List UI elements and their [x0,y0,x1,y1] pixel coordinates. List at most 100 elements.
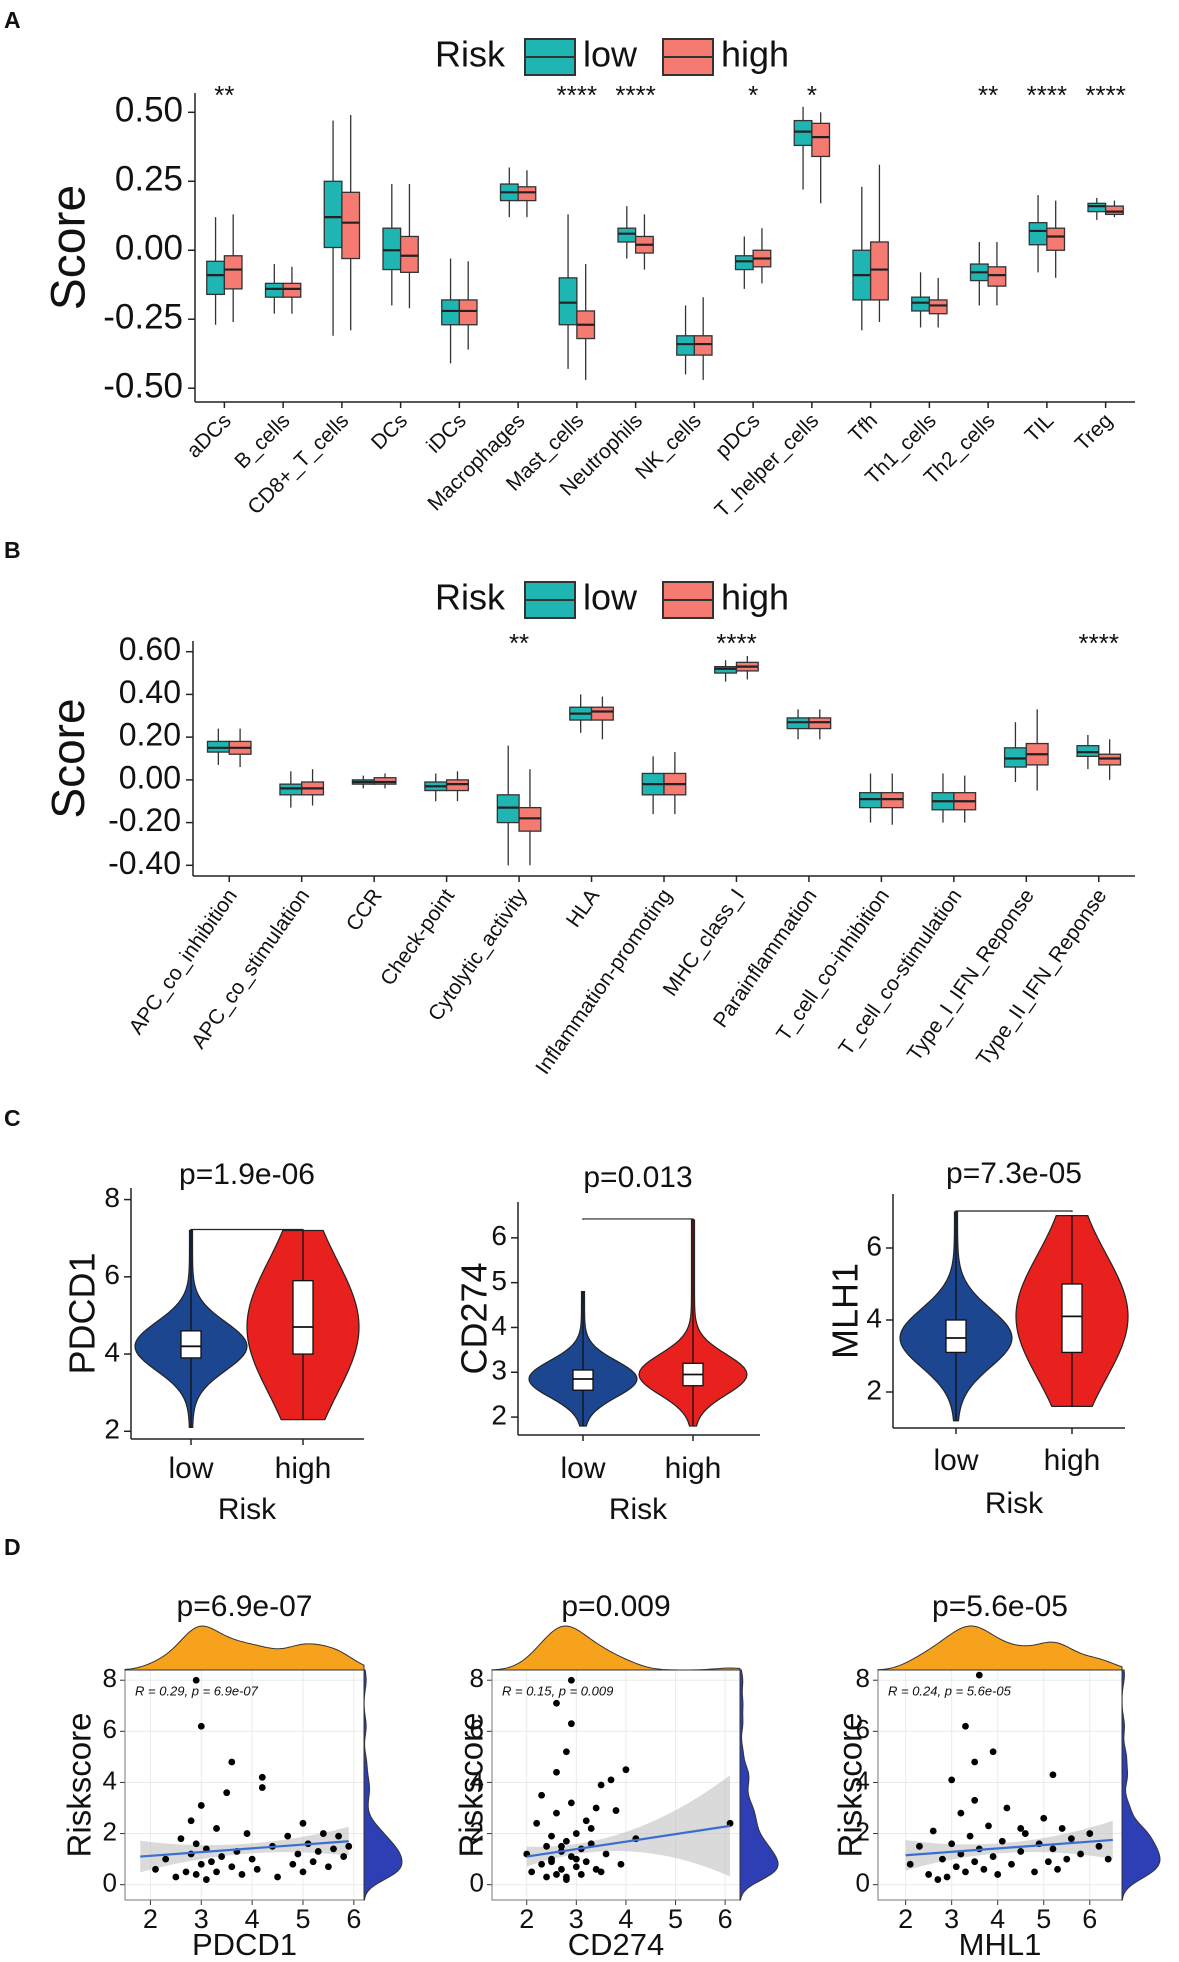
box [572,1369,594,1391]
point [1031,1868,1038,1876]
box [264,282,284,298]
point [1054,1865,1061,1873]
point [314,1848,322,1855]
y-tick-label: -0.50 [103,366,183,405]
significance: ** [214,80,234,110]
x-tick-label: 6 [718,1904,733,1934]
box [206,260,226,296]
fit-line [526,1824,731,1858]
significance: **** [557,80,597,110]
significance: **** [716,628,756,658]
y-tick-label: 0.40 [119,674,181,710]
point [1104,1855,1112,1863]
point [553,1699,560,1707]
y-tick-label: 3 [491,1355,507,1386]
x-tick-label: pDCs [711,409,764,462]
fit-line [905,1838,1113,1857]
point [309,1858,317,1866]
box [558,277,578,326]
point [592,1804,600,1812]
x-tick-label: 6 [1082,1904,1097,1934]
point [1058,1825,1066,1832]
point [567,1799,575,1807]
point [998,1837,1006,1845]
point [925,1871,933,1878]
y-tick-label: 4 [103,1765,117,1795]
y-tick-label: 4 [866,1302,882,1333]
point [538,1791,545,1799]
point [989,1853,997,1860]
x-tick-label: 6 [346,1904,361,1934]
point [1077,1850,1084,1858]
y-tick-label: 4 [856,1765,870,1795]
box [793,119,813,147]
point [572,1855,580,1863]
box [676,335,696,356]
box [517,186,537,202]
annotation: R = 0.24, p = 5.6e-05 [888,1683,1012,1698]
box [223,255,243,290]
x-axis-label: CD274 [568,1927,665,1962]
y-tick-label: 6 [104,1259,120,1290]
point [258,1784,266,1791]
y-tick-label: 0 [103,1868,117,1898]
chart-title: p=7.3e-05 [946,1157,1082,1190]
x-tick-label: Tfh [844,409,882,447]
x-tick-label: T_cell_co-stimulation [835,885,967,1060]
point [587,1825,595,1832]
box [945,1319,967,1354]
x-axis-label: PDCD1 [192,1927,297,1962]
significance: **** [615,80,655,110]
x-axis-label: Risk [985,1487,1044,1520]
point [563,1748,570,1756]
point [962,1722,969,1730]
y-tick-label: 0.25 [115,160,183,199]
point [172,1873,180,1881]
y-axis-label: MLH1 [825,1263,866,1359]
x-tick-label: 4 [990,1904,1005,1934]
y-tick-label: 2 [866,1374,882,1405]
marginal-density-x [124,1625,365,1671]
y-tick-label: 2 [104,1414,120,1445]
point [218,1853,226,1860]
point [1017,1825,1025,1832]
point [319,1830,327,1837]
point [187,1817,195,1825]
x-tick-label: iDCs [422,409,470,457]
annotation: R = 0.15, p = 0.009 [502,1683,613,1698]
point [952,1863,960,1871]
x-tick-label: aDCs [182,409,235,462]
x-tick-label: low [933,1444,978,1477]
box [341,191,361,260]
y-tick-label: 2 [856,1816,870,1846]
point [989,1748,997,1756]
box [382,227,402,271]
box [180,1330,202,1359]
point [558,1865,565,1873]
point [943,1873,951,1881]
y-axis-label: CD274 [454,1262,495,1374]
y-tick-label: 0.00 [115,229,183,268]
x-tick-label: high [275,1452,332,1485]
box [911,296,931,312]
x-tick-label: Treg [1071,409,1117,455]
y-tick-label: 2 [491,1399,507,1430]
box [987,266,1007,287]
point [197,1860,205,1868]
box [617,227,637,243]
y-tick-label: -0.20 [108,802,181,838]
point [572,1863,580,1871]
point [182,1868,190,1876]
point [223,1789,231,1797]
box [323,180,343,249]
point [567,1720,575,1728]
point [299,1868,307,1876]
point [335,1832,342,1840]
point [971,1758,979,1766]
x-tick-label: CD8+_T_cells [243,409,353,519]
box [399,235,419,273]
point [284,1832,292,1840]
point [192,1676,200,1684]
point [971,1858,979,1866]
